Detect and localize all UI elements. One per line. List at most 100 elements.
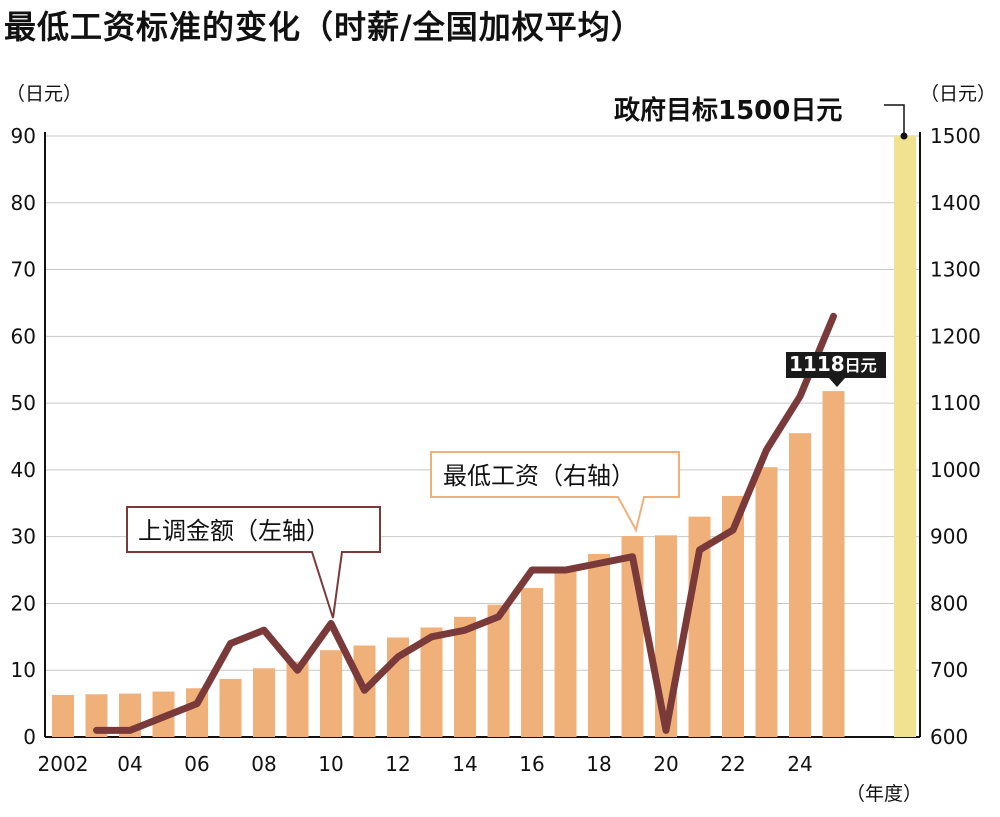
right-tick-label: 800 [930,591,968,615]
bar [554,571,577,737]
left-tick-label: 80 [11,191,36,215]
line-point [297,669,298,671]
left-tick-labels: 0 10 20 30 40 50 60 70 80 90 [11,124,36,749]
callout-line-box [126,506,381,619]
goal-dot [900,132,908,140]
line-point [531,569,533,571]
right-tick-label: 1100 [930,391,981,415]
line-point [364,689,365,691]
line-point [799,395,801,397]
line-point [498,616,499,618]
bar [487,604,510,737]
bar [722,495,744,737]
line-point [129,729,131,731]
x-tick-label: 16 [519,752,544,776]
bar [521,588,543,737]
latest-badge-unit: 日元 [845,356,877,375]
bar [219,678,242,737]
bar [253,668,275,737]
left-axis-unit: （日元） [6,83,82,105]
x-tick-label: 04 [117,752,142,776]
bar [789,433,811,737]
x-tick-label: 24 [787,752,812,776]
line-point [699,549,700,551]
line-point [565,569,566,571]
right-axis-unit: （日元） [920,83,996,105]
goal-bar-group [894,136,916,737]
bar [755,467,778,737]
left-tick-label: 40 [11,458,36,482]
line-point [833,315,834,317]
x-tick-label: 22 [720,752,745,776]
line-point [196,703,198,705]
bar [420,627,443,737]
left-tick-label: 60 [11,324,36,348]
goal-annotation: 政府目标1500日元 [614,95,908,140]
chart-title: 最低工资标准的变化（时薪/全国加权平均） [4,8,644,46]
x-tick-label: 18 [586,752,611,776]
latest-badge-pointer [829,378,845,387]
line-point [330,622,332,624]
bar [588,554,610,737]
bar [286,661,309,737]
callout-line-label: 上调金额（左轴） [138,517,330,545]
right-tick-label: 1200 [930,324,981,348]
x-tick-label: 08 [251,752,276,776]
x-axis-unit: （年度） [846,783,922,805]
line-point [732,529,734,531]
left-tick-label: 20 [11,591,36,615]
line-point [431,636,432,638]
x-tick-label: 12 [385,752,410,776]
latest-badge-box [786,352,886,378]
goal-label: 政府目标1500日元 [614,95,842,126]
bar [320,650,342,737]
latest-badge-value: 1118 [789,352,845,376]
line-point [96,729,97,731]
goal-bar [894,136,916,737]
left-tick-label: 90 [11,124,36,148]
bar [85,694,108,737]
left-tick-label: 10 [11,658,36,682]
callout-bar-series: 最低工资（右轴） [430,451,680,533]
gridlines [44,132,921,738]
right-tick-label: 600 [930,725,968,749]
line-point [263,629,265,631]
left-tick-label: 50 [11,391,36,415]
right-tick-labels: 600 700 800 900 1000 1100 1200 1300 1400 1500 [930,124,981,749]
latest-badge: 1118日元 [786,352,886,387]
x-tick-labels: 2002 04 06 08 10 12 14 16 18 20 22 24 [38,752,813,776]
line-point [230,643,231,645]
right-tick-label: 1400 [930,191,981,215]
line-point [632,556,633,558]
x-tick-label: 10 [318,752,343,776]
callout-bar-box [430,451,680,533]
callout-line-series: 上调金额（左轴） [126,506,381,619]
bar [822,391,845,737]
bar [52,694,74,737]
left-tick-label: 70 [11,258,36,282]
callout-bar-label: 最低工资（右轴） [443,462,635,490]
left-tick-label: 30 [11,525,36,549]
line-point [598,562,600,564]
line-point [397,656,399,658]
axes: （日元） （日元） （年度） [6,83,996,805]
bar-series [52,391,845,737]
x-tick-label: 06 [184,752,209,776]
right-tick-label: 1300 [930,258,981,282]
x-tick-label: 14 [452,752,477,776]
right-tick-label: 900 [930,525,968,549]
svg-text:1118日元: 1118日元 [789,352,877,376]
line-point [163,716,164,718]
x-tick-label: 2002 [38,752,89,776]
x-tick-label: 20 [653,752,678,776]
line-series [93,312,837,734]
bar [454,616,476,737]
right-tick-label: 700 [930,658,968,682]
line-point [766,449,767,451]
line-point [665,729,667,731]
right-tick-label: 1500 [930,124,981,148]
right-tick-label: 1000 [930,458,981,482]
line-point [464,629,466,631]
goal-leader-line [884,104,905,134]
